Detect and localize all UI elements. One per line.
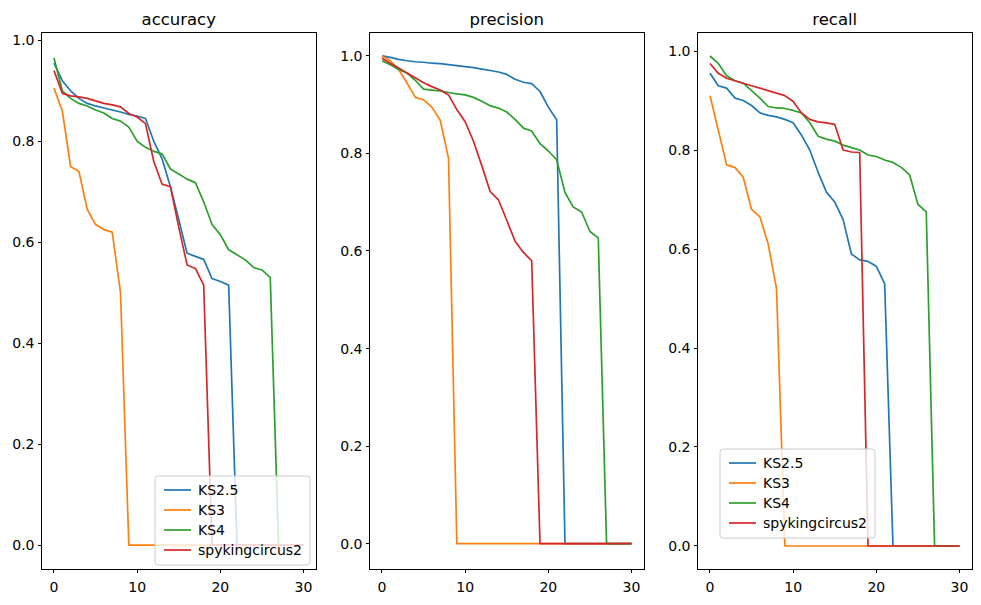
series-group	[382, 56, 632, 544]
legend-label-spykingcircus2: spykingcircus2	[763, 515, 867, 531]
x-tick-label: 20	[867, 579, 885, 595]
series-line-KS4	[382, 61, 632, 544]
y-tick-label: 0.4	[12, 335, 34, 351]
series-line-KS3	[382, 56, 632, 544]
legend-label-KS2.5: KS2.5	[763, 455, 803, 471]
series-line-KS2.5	[382, 56, 632, 544]
series-line-KS4	[54, 58, 304, 545]
legend-accuracy: KS2.5 KS3 KS4 spykingcircus2	[155, 476, 310, 565]
figure-canvas: accuracy01020300.00.20.40.60.81.0KS2.5KS…	[0, 0, 981, 605]
y-tick-label: 0.8	[12, 133, 34, 149]
y-tick-label: 0.2	[340, 438, 362, 454]
legend-label-KS3: KS3	[763, 475, 790, 491]
x-tick-label: 10	[784, 579, 802, 595]
chart-title-precision: precision	[470, 10, 544, 29]
chart-title-recall: recall	[812, 10, 857, 29]
y-tick-label: 0.0	[12, 537, 34, 553]
y-tick-label: 0.6	[668, 241, 690, 257]
legend-label-KS3: KS3	[198, 502, 225, 518]
x-tick-label: 30	[623, 579, 641, 595]
y-tick-label: 0.0	[668, 538, 690, 554]
subplot-recall: recall01020300.00.20.40.60.81.0KS2.5KS3K…	[668, 10, 972, 595]
y-tick-label: 0.0	[340, 536, 362, 552]
y-tick-label: 0.2	[668, 439, 690, 455]
x-tick-label: 10	[128, 579, 146, 595]
x-tick-label: 30	[295, 579, 313, 595]
y-tick-label: 0.8	[340, 145, 362, 161]
y-tick-label: 1.0	[340, 48, 362, 64]
y-tick-label: 1.0	[12, 32, 34, 48]
legend-label-KS2.5: KS2.5	[198, 482, 238, 498]
legend-recall: KS2.5 KS3 KS4 spykingcircus2	[720, 449, 875, 538]
x-tick-label: 30	[951, 579, 969, 595]
x-tick-label: 0	[378, 579, 387, 595]
y-tick-label: 0.6	[12, 234, 34, 250]
legend-label-KS4: KS4	[198, 522, 225, 538]
x-tick-label: 0	[706, 579, 715, 595]
x-tick-label: 10	[456, 579, 474, 595]
x-tick-label: 20	[211, 579, 229, 595]
chart-title-accuracy: accuracy	[142, 10, 217, 29]
legend-label-spykingcircus2: spykingcircus2	[198, 542, 302, 558]
series-group	[54, 58, 304, 545]
y-tick-label: 0.8	[668, 142, 690, 158]
legend-label-KS4: KS4	[763, 495, 790, 511]
y-tick-label: 0.6	[340, 243, 362, 259]
tick-marks	[366, 56, 632, 573]
series-line-spykingcircus2	[54, 71, 304, 545]
subplot-accuracy: accuracy01020300.00.20.40.60.81.0KS2.5KS…	[12, 10, 316, 595]
series-line-spykingcircus2	[382, 58, 632, 543]
y-tick-label: 0.4	[668, 340, 690, 356]
y-tick-label: 1.0	[668, 43, 690, 59]
x-tick-label: 20	[539, 579, 557, 595]
subplot-precision: precision 0 10 20 30 0.0 0.2 0.4 0.6 0.8 1.0	[340, 10, 644, 595]
figure: accuracy01020300.00.20.40.60.81.0KS2.5KS…	[0, 0, 981, 605]
x-tick-label: 0	[50, 579, 59, 595]
series-line-KS2.5	[54, 63, 304, 545]
y-tick-label: 0.4	[340, 341, 362, 357]
y-tick-label: 0.2	[12, 436, 34, 452]
